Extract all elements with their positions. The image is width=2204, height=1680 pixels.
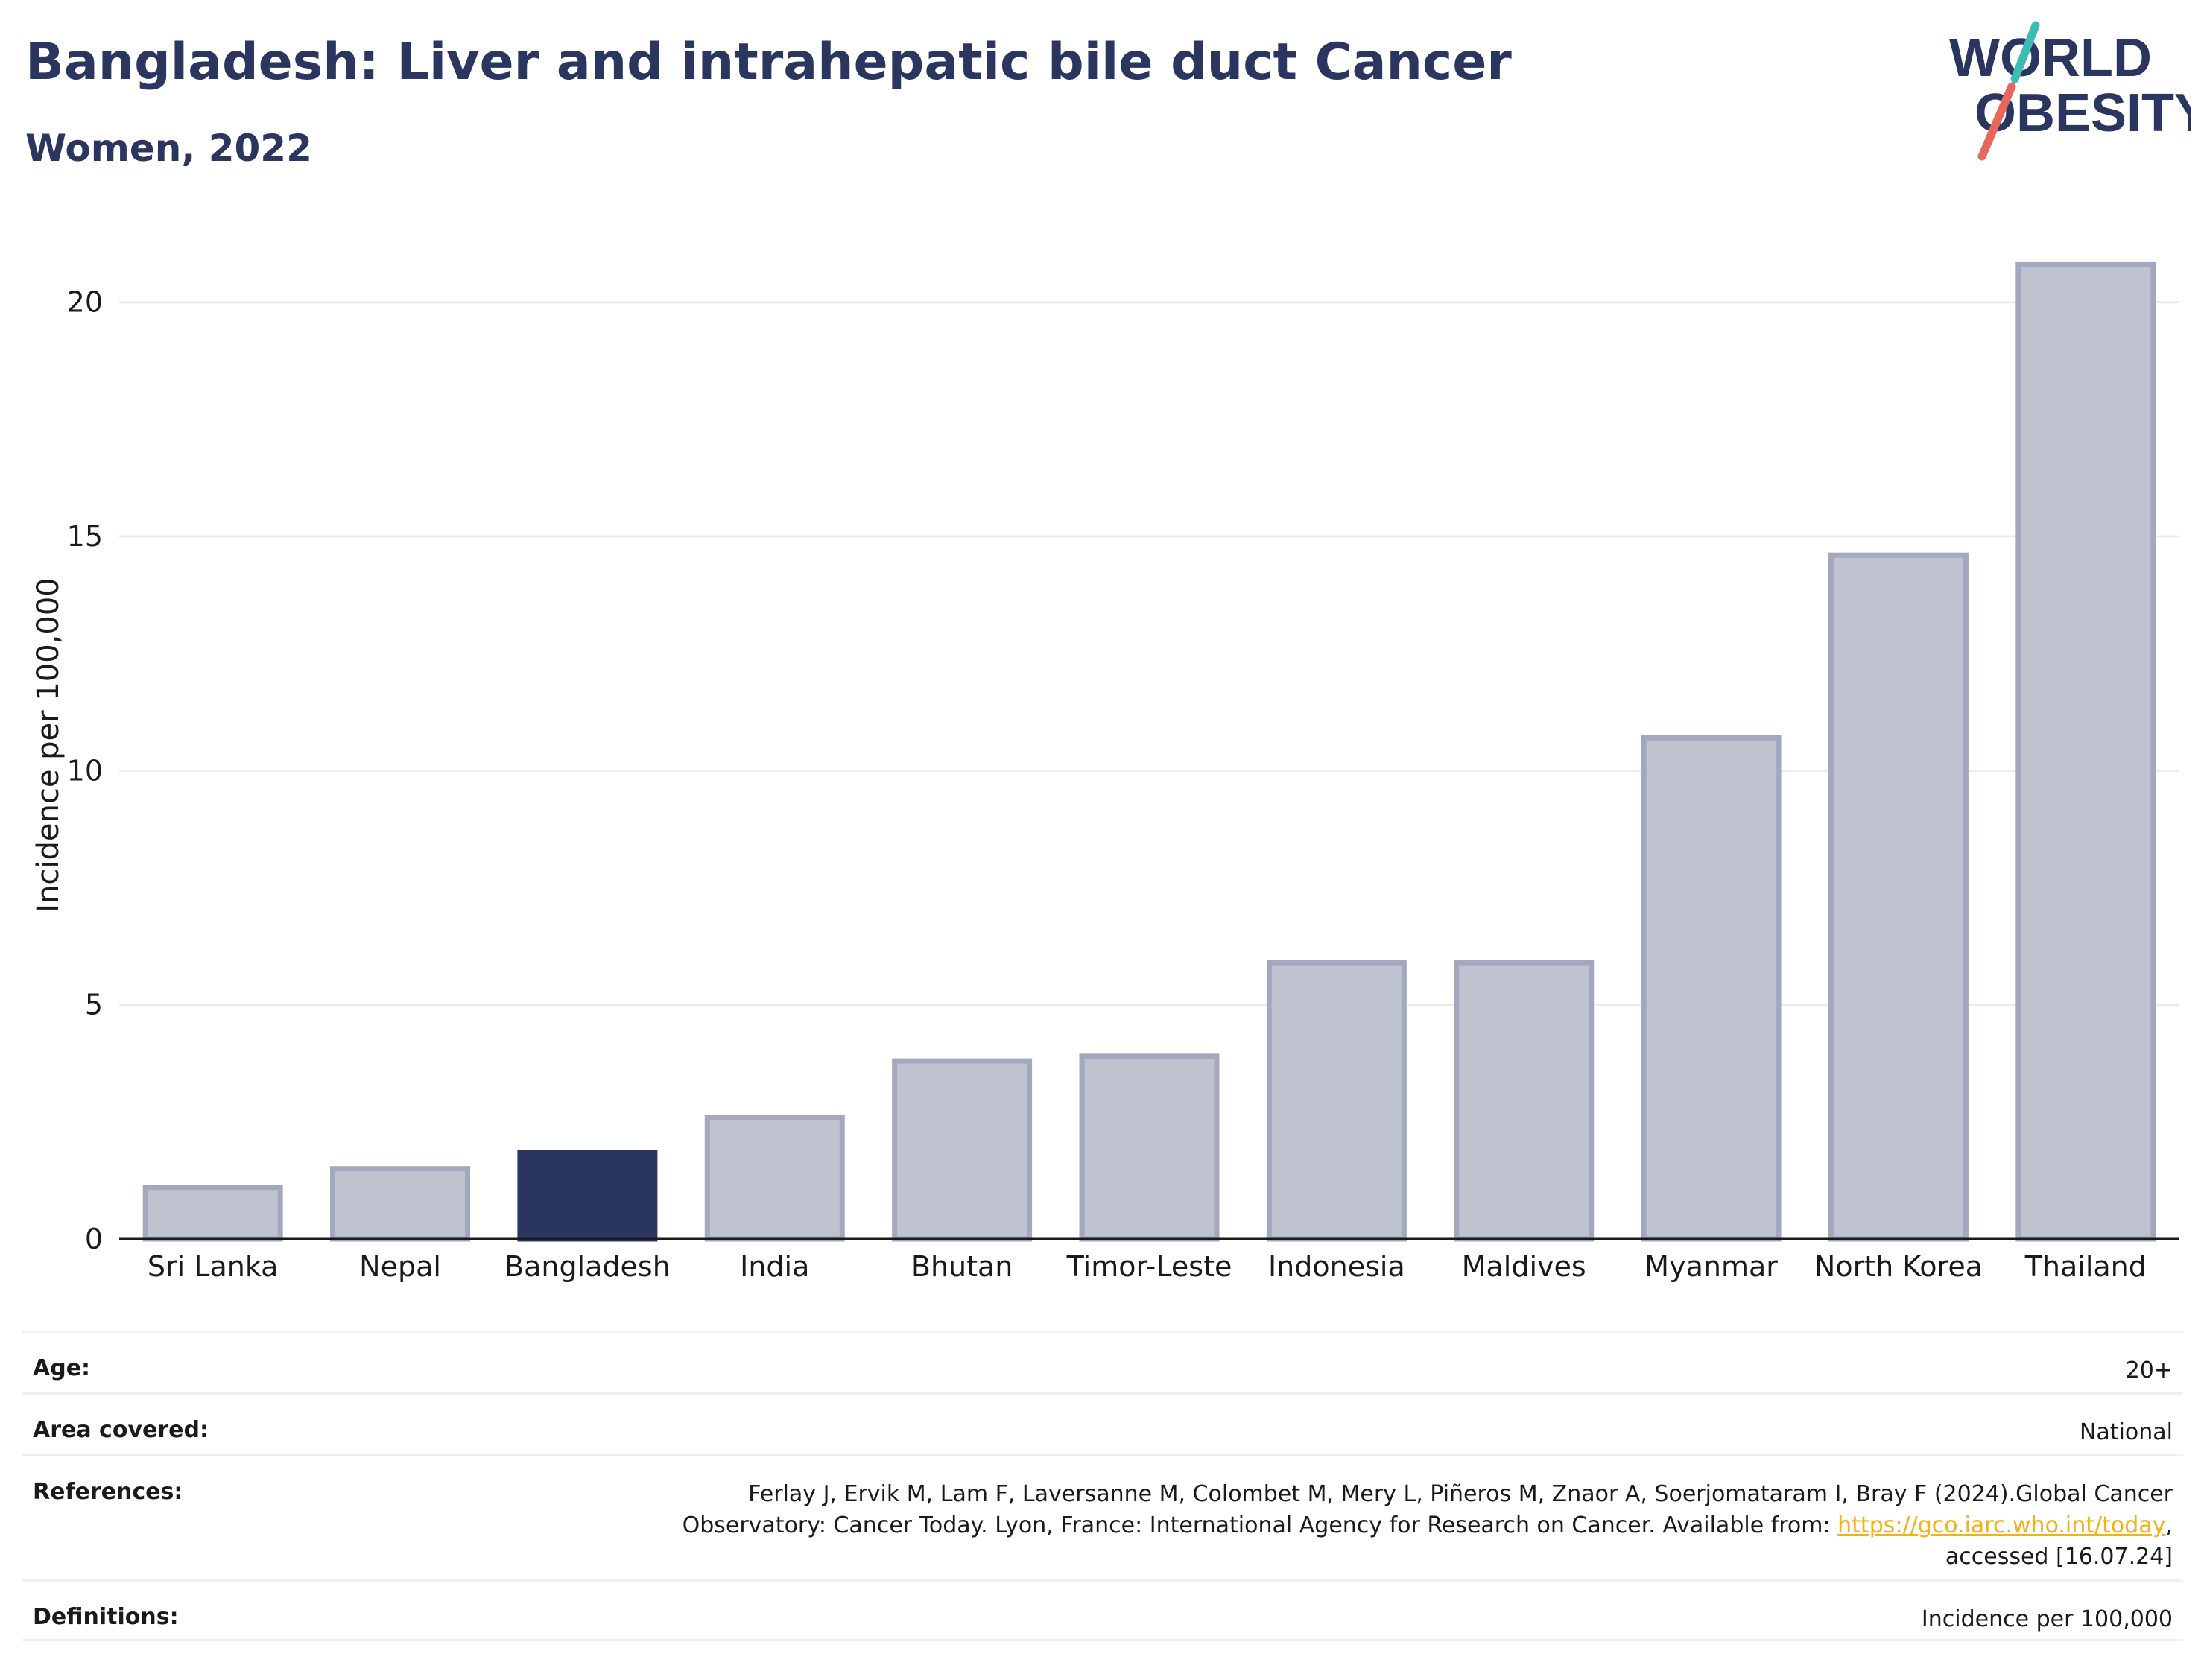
meta-row-age: Age: 20+ <box>22 1331 2183 1392</box>
y-tick-label: 10 <box>67 754 103 787</box>
y-tick-label: 15 <box>67 520 103 553</box>
reference-line-2: Observatory: Cancer Today. Lyon, France:… <box>682 1512 1838 1538</box>
meta-row-area-covered: Area covered: National <box>22 1392 2183 1454</box>
y-tick-label: 0 <box>85 1223 103 1255</box>
meta-label-age: Age: <box>33 1355 91 1381</box>
x-tick-label: Timor-Leste <box>1066 1250 1232 1283</box>
chart-subtitle: Women, 2022 <box>25 127 312 170</box>
meta-row-references: References: Ferlay J, Ervik M, Lam F, La… <box>22 1454 2183 1579</box>
meta-row-definitions: Definitions: Incidence per 100,000 <box>22 1579 2183 1641</box>
bar-india <box>704 1115 845 1242</box>
reference-line-3: accessed [16.07.24] <box>1945 1544 2173 1570</box>
meta-value-definitions: Incidence per 100,000 <box>1921 1606 2173 1632</box>
bar-timor-leste <box>1079 1053 1220 1242</box>
bar-bhutan <box>892 1058 1033 1242</box>
reference-link[interactable]: https://gco.iarc.who.int/today <box>1837 1512 2166 1538</box>
x-tick-label: India <box>740 1250 809 1283</box>
y-tick-label: 20 <box>67 286 103 319</box>
bar-myanmar <box>1641 735 1782 1242</box>
logo-slash-coral <box>1977 82 2016 161</box>
meta-label-definitions: Definitions: <box>33 1604 179 1630</box>
x-tick-label: Bangladesh <box>504 1250 671 1283</box>
x-tick-label: Maldives <box>1462 1250 1586 1283</box>
meta-value-references: Ferlay J, Ervik M, Lam F, Laversanne M, … <box>683 1479 2173 1573</box>
bar-bangladesh <box>517 1150 658 1242</box>
y-tick-label: 5 <box>85 989 103 1021</box>
bar-indonesia <box>1266 960 1407 1242</box>
x-tick-label: Indonesia <box>1268 1250 1405 1283</box>
x-tick-label: Myanmar <box>1644 1250 1778 1283</box>
y-tick-labels: 0 5 10 15 20 <box>67 286 103 1255</box>
logo-slash-teal <box>2010 21 2040 83</box>
bar-sri-lanka <box>142 1185 283 1242</box>
x-tick-label: Bhutan <box>911 1250 1013 1283</box>
chart-title: Bangladesh: Liver and intrahepatic bile … <box>25 33 1512 92</box>
x-tick-labels: Sri Lanka Nepal Bangladesh India Bhutan Timor… <box>148 1250 2147 1283</box>
bar-chart: Sri Lanka Nepal Bangladesh India Bhutan Timor… <box>31 261 2179 1283</box>
bar-north-korea <box>1828 552 1969 1242</box>
metadata-table: Age: 20+ Area covered: National Referenc… <box>22 1331 2183 1641</box>
world-obesity-logo: WORLD OBESITY <box>1949 21 2191 161</box>
x-tick-label: Sri Lanka <box>148 1250 279 1283</box>
bar-nepal <box>330 1166 471 1242</box>
meta-value-area-covered: National <box>2079 1419 2173 1445</box>
reference-line-1: Ferlay J, Ervik M, Lam F, Laversanne M, … <box>748 1481 2173 1507</box>
bar-thailand <box>2015 261 2156 1242</box>
meta-label-area-covered: Area covered: <box>33 1417 209 1443</box>
x-tick-label: Thailand <box>2024 1250 2147 1283</box>
bars <box>142 261 2156 1242</box>
y-axis-title: Incidence per 100,000 <box>31 577 66 913</box>
x-tick-label: North Korea <box>1814 1250 1983 1283</box>
meta-value-age: 20+ <box>2125 1357 2173 1383</box>
logo-text-world: WORLD <box>1949 28 2152 88</box>
x-tick-label: Nepal <box>359 1250 441 1283</box>
bar-maldives <box>1454 960 1595 1242</box>
meta-label-references: References: <box>33 1479 183 1505</box>
reference-link-suffix: , <box>2165 1512 2173 1538</box>
